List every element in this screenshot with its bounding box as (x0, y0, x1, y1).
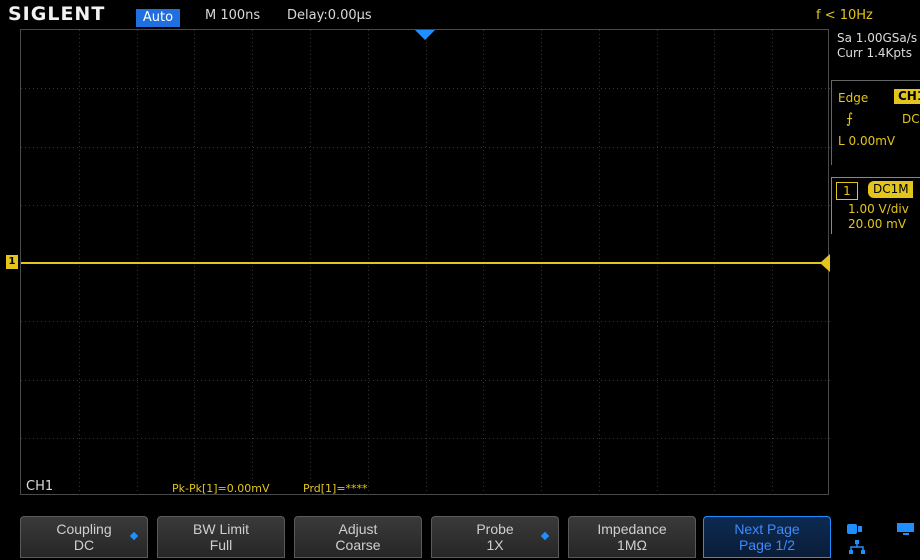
softkey-value: DC (73, 537, 95, 553)
trigger-coupling: DC (902, 112, 920, 126)
delay-readout: Delay:0.00µs (287, 8, 372, 23)
trigger-level-marker[interactable] (820, 254, 830, 272)
trigger-position-marker[interactable] (415, 30, 435, 40)
softkey-title: Next Page (734, 521, 800, 537)
frequency-readout: f < 10Hz (816, 8, 873, 23)
rising-edge-icon: ⨍ (846, 111, 854, 127)
softkey-title: BW Limit (193, 521, 249, 537)
status-bar: SIGLENT Auto M 100ns Delay:0.00µs f < 10… (0, 0, 920, 29)
softkey-value: Coarse (335, 537, 381, 553)
impedance-softkey[interactable]: Impedance 1MΩ (568, 516, 696, 558)
memory-depth: Curr 1.4Kpts (837, 46, 912, 60)
acquisition-info: Sa 1.00GSa/s Curr 1.4Kpts (831, 31, 920, 61)
network-icon[interactable] (848, 540, 866, 560)
softkey-title: Coupling (56, 521, 112, 537)
softkey-value: Full (209, 537, 233, 553)
measurement-period: Prd[1]=**** (303, 482, 368, 495)
measurement-pkpk: Pk-Pk[1]=0.00mV (172, 482, 270, 495)
channel-1-panel[interactable]: 1 DC1M 1.00 V/div 20.00 mV (831, 177, 920, 234)
trigger-level: L 0.00mV (838, 134, 896, 148)
vertical-offset: 20.00 mV (848, 217, 907, 231)
softkey-value: Page 1/2 (738, 537, 796, 553)
trigger-type: Edge (838, 91, 869, 105)
probe-softkey[interactable]: Probe 1X (431, 516, 559, 558)
softkey-title: Impedance (597, 521, 667, 537)
softkey-title: Probe (476, 521, 514, 537)
trigger-source: CH1 (894, 89, 920, 104)
usb-device-icon[interactable] (846, 522, 864, 540)
adjust-softkey[interactable]: Adjust Coarse (294, 516, 422, 558)
display-icon[interactable] (896, 522, 916, 540)
softkey-value: 1MΩ (617, 537, 647, 553)
softkey-value: 1X (486, 537, 504, 553)
siglent-logo: SIGLENT (8, 3, 106, 25)
vertical-scale: 1.00 V/div (848, 202, 909, 216)
channel-coupling-badge: DC1M (868, 181, 913, 198)
timebase-readout: M 100ns (205, 8, 261, 23)
next-page-softkey[interactable]: Next Page Page 1/2 (703, 516, 831, 558)
ch1-offset-marker[interactable]: 1 (6, 255, 18, 269)
coupling-softkey[interactable]: Coupling DC (20, 516, 148, 558)
graticule (21, 30, 830, 496)
trigger-mode-badge[interactable]: Auto (136, 9, 180, 27)
sample-rate: Sa 1.00GSa/s (837, 31, 918, 45)
channel-number: 1 (836, 182, 858, 200)
bw-limit-softkey[interactable]: BW Limit Full (157, 516, 285, 558)
trigger-panel[interactable]: Edge CH1 ⨍ DC L 0.00mV (831, 80, 920, 165)
waveform-grid[interactable] (20, 29, 830, 496)
softkey-title: Adjust (338, 521, 378, 537)
menu-channel-label: CH1 (26, 479, 54, 494)
